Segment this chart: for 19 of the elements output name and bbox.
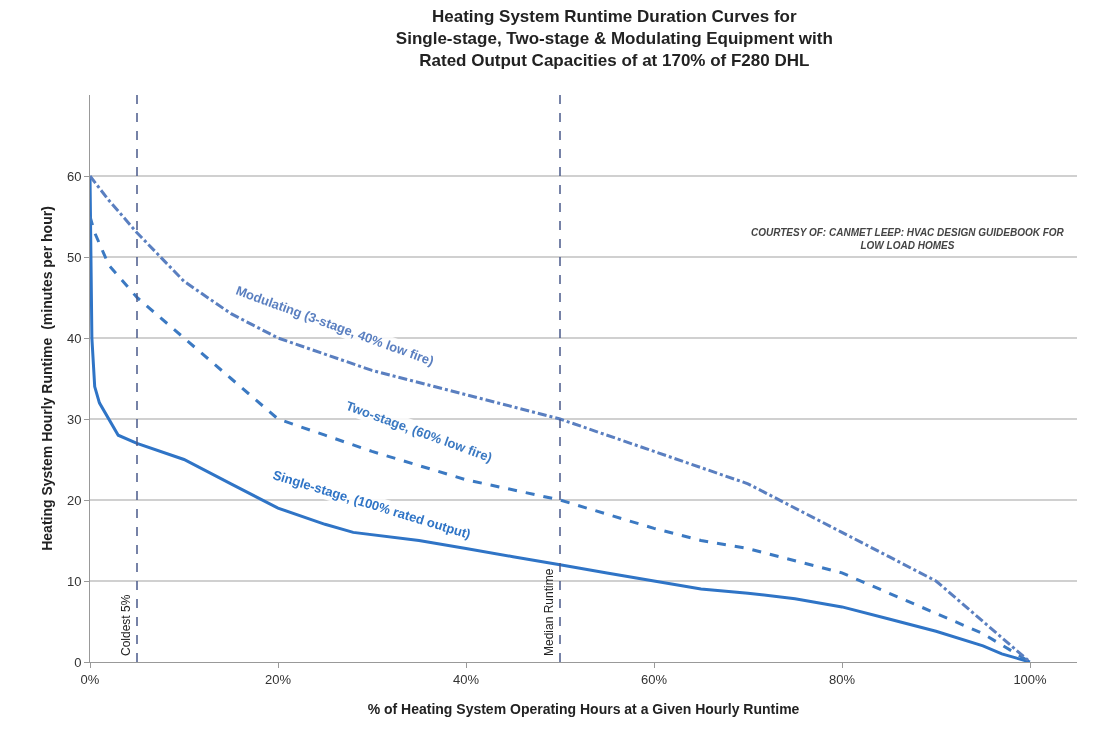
y-tick-label: 60 [66,168,82,184]
y-axis-title: Heating System Hourly Runtime (minutes per hour) [39,206,55,551]
y-tick-label: 0 [74,654,82,670]
y-tick-label: 50 [66,249,82,265]
x-tick-label: 0% [80,671,100,687]
y-tick-label: 30 [66,411,82,427]
annotation: COURTESY OF: CANMET LEEP: HVAC DESIGN GUIDEBOOK FOR LOW LOAD HOMES [751,227,1065,251]
x-tick-label: 80% [828,671,856,687]
x-axis-title: % of Heating System Operating Hours at a Given Hourly Runtime [367,701,800,717]
y-tick-label: 10 [66,573,82,589]
x-tick-label: 100% [1013,671,1048,687]
ref-line-label: Median Runtime [542,568,556,656]
x-tick-label: 20% [264,671,292,687]
y-tick-label: 20 [66,492,82,508]
ref-line-label: Coldest 5% [119,594,133,656]
chart-title: Heating System Runtime Duration Curves for Single-stage, Two-stage & Modulating Equipment with Rated Output Capacities of at 170% of F280 DHL [395,6,833,71]
x-tick-label: 60% [640,671,668,687]
x-tick-label: 40% [452,671,480,687]
y-tick-label: 40 [66,330,82,346]
